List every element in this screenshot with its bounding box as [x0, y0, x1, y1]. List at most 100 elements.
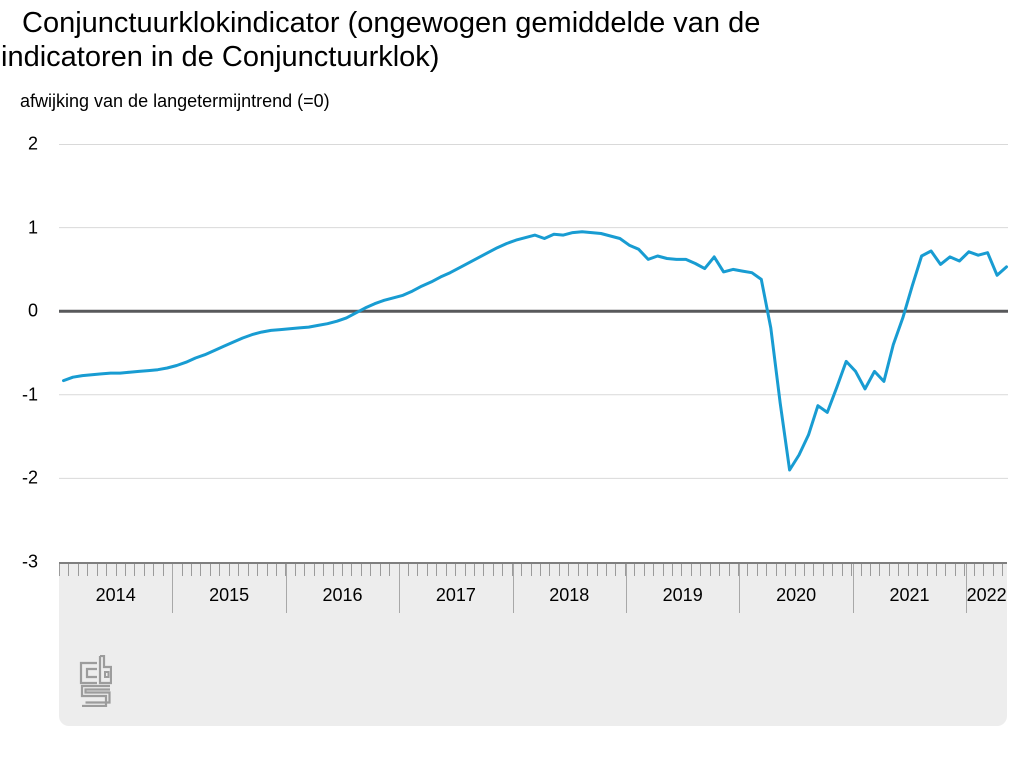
- year-label: 2020: [776, 585, 817, 605]
- month-tick: [68, 564, 70, 576]
- month-tick: [719, 564, 721, 576]
- month-tick: [511, 564, 513, 576]
- month-tick: [926, 564, 928, 576]
- month-tick: [483, 564, 485, 576]
- data-series-line: [62, 230, 1008, 472]
- month-tick: [370, 564, 372, 576]
- chart-subtitle: afwijking van de langetermijntrend (=0): [20, 91, 330, 111]
- year-label: 2017: [435, 585, 476, 605]
- month-tick: [577, 564, 579, 576]
- month-tick: [662, 564, 664, 576]
- month-tick: [870, 564, 871, 576]
- month-tick: [275, 564, 277, 576]
- month-tick: [992, 564, 994, 576]
- month-tick: [445, 564, 447, 576]
- month-tick: [624, 564, 626, 576]
- cbs-logo-icon: [79, 655, 112, 707]
- month-tick: [860, 564, 862, 576]
- month-tick: [964, 564, 966, 576]
- chart-title-line2: indicatoren in de Conjunctuurklok): [1, 41, 440, 73]
- month-tick: [954, 564, 956, 576]
- year-separator: [285, 564, 287, 613]
- month-tick: [587, 564, 589, 576]
- month-tick: [822, 564, 824, 576]
- month-tick: [266, 564, 268, 576]
- month-tick: [756, 564, 758, 576]
- year-separator: [512, 564, 514, 613]
- month-tick: [813, 564, 815, 576]
- month-tick: [219, 564, 221, 576]
- month-tick: [766, 564, 768, 576]
- year-label: 2021: [889, 585, 930, 605]
- month-tick: [851, 564, 853, 576]
- y-tick-label: -2: [21, 467, 38, 488]
- month-tick: [738, 564, 739, 576]
- line-chart: [59, 144, 1008, 479]
- month-tick: [323, 564, 324, 576]
- y-tick-label: 2: [27, 133, 38, 154]
- month-tick: [143, 564, 145, 576]
- month-tick: [407, 564, 409, 576]
- year-label: 2015: [209, 585, 250, 605]
- month-tick: [134, 564, 136, 576]
- month-tick: [87, 564, 89, 576]
- month-tick: [294, 564, 296, 576]
- month-tick: [945, 564, 947, 576]
- month-tick: [341, 564, 343, 576]
- month-tick: [436, 564, 438, 576]
- month-tick: [775, 564, 777, 576]
- month-tick: [313, 564, 315, 576]
- chart-title: Conjunctuurklokindicator (ongewogen gemi…: [1, 6, 801, 74]
- year-label: 2016: [322, 585, 363, 605]
- month-tick: [398, 564, 400, 576]
- month-tick: [115, 564, 117, 576]
- month-tick: [502, 564, 504, 576]
- month-tick: [558, 564, 560, 576]
- month-tick: [879, 564, 881, 576]
- month-tick: [464, 564, 466, 576]
- month-tick: [841, 564, 843, 576]
- month-tick: [332, 564, 334, 576]
- month-tick: [530, 564, 532, 576]
- month-tick: [936, 564, 937, 576]
- month-tick: [643, 564, 645, 576]
- month-tick: [228, 564, 230, 576]
- month-tick: [983, 564, 985, 576]
- month-tick: [238, 564, 240, 576]
- month-tick: [794, 564, 796, 576]
- y-tick-label: 1: [27, 217, 38, 238]
- month-tick: [615, 564, 617, 576]
- year-label: 2014: [95, 585, 136, 605]
- month-tick: [521, 564, 523, 576]
- year-separator: [172, 564, 174, 613]
- month-tick: [360, 564, 362, 576]
- month-tick: [257, 564, 258, 576]
- month-tick: [804, 564, 805, 576]
- year-label: 2019: [662, 585, 703, 605]
- month-tick: [426, 564, 428, 576]
- month-tick: [59, 564, 60, 576]
- year-label: 2018: [549, 585, 590, 605]
- month-tick: [898, 564, 900, 576]
- month-tick: [379, 564, 381, 576]
- month-tick: [700, 564, 702, 576]
- y-tick-label: 0: [27, 300, 38, 321]
- month-tick: [709, 564, 711, 576]
- year-separator: [966, 564, 968, 613]
- month-tick: [785, 564, 787, 576]
- month-tick: [351, 564, 353, 576]
- x-axis-band: 2014 2015 2016 2017 2018 2019 2020 2021 2022: [59, 562, 1007, 726]
- month-tick: [77, 564, 79, 576]
- month-tick: [568, 564, 570, 576]
- month-tick: [907, 564, 909, 576]
- month-tick: [728, 564, 730, 576]
- month-tick: [539, 564, 541, 576]
- year-separator: [399, 564, 401, 613]
- month-tick: [96, 564, 98, 576]
- month-tick: [596, 564, 598, 576]
- month-tick: [888, 564, 890, 576]
- month-tick: [917, 564, 919, 576]
- y-tick-label: -3: [21, 551, 38, 572]
- month-tick: [671, 564, 673, 576]
